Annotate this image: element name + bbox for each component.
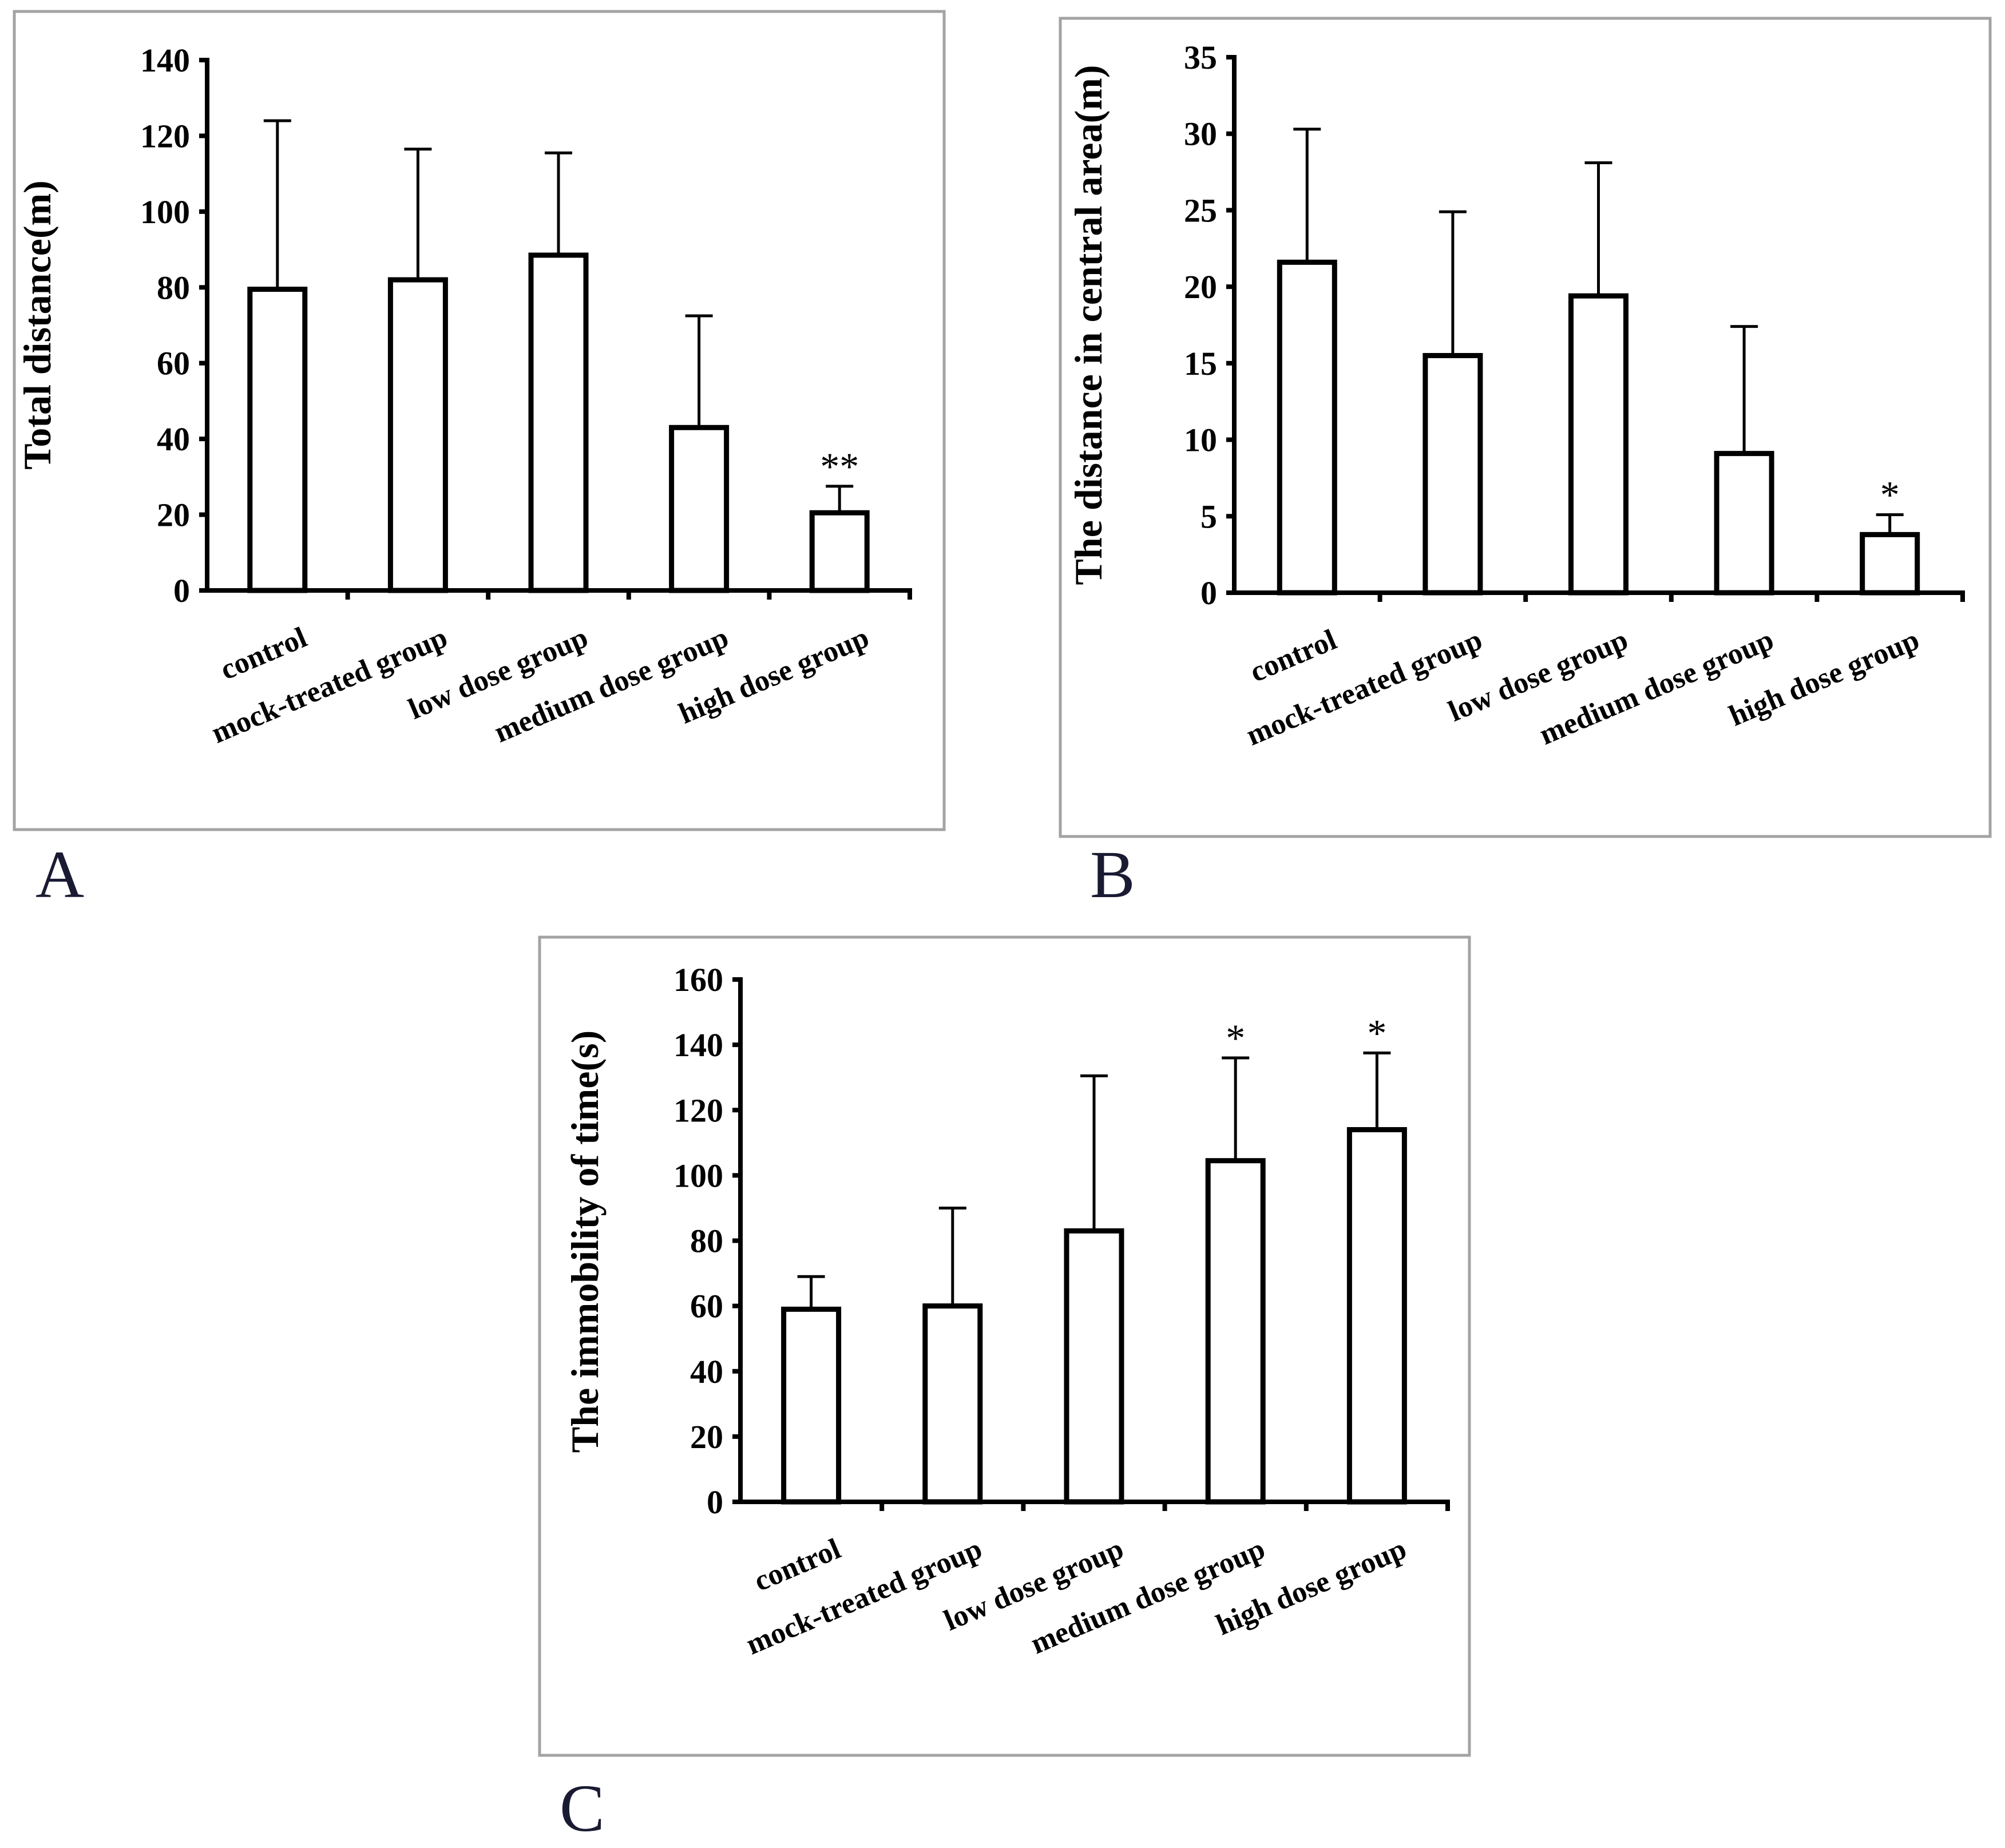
panel-letter: A <box>35 837 84 912</box>
y-tick-label: 35 <box>1184 39 1217 76</box>
y-tick-label: 100 <box>673 1157 723 1194</box>
y-tick-label: 160 <box>673 961 723 998</box>
bar <box>387 277 448 593</box>
y-tick-label: 15 <box>1184 345 1217 382</box>
y-tick-label: 5 <box>1200 498 1217 535</box>
y-tick-label: 20 <box>157 497 190 534</box>
significance-marker: * <box>1226 1016 1245 1060</box>
y-tick-label: 80 <box>690 1223 723 1260</box>
bar <box>1860 532 1920 596</box>
y-tick-label: 140 <box>673 1026 723 1064</box>
bar <box>922 1303 983 1505</box>
bar <box>1346 1127 1407 1505</box>
panel-frame <box>538 935 1471 1757</box>
bar <box>669 425 730 593</box>
y-tick-label: 60 <box>690 1288 723 1325</box>
y-axis-title: Total distance(m) <box>15 180 59 470</box>
y-tick-label: 0 <box>707 1484 723 1521</box>
bar <box>1714 451 1774 596</box>
bar <box>247 287 308 593</box>
y-tick-label: 10 <box>1184 422 1217 459</box>
significance-marker: * <box>1880 473 1900 517</box>
bar <box>781 1306 842 1505</box>
bar <box>528 252 589 593</box>
y-tick-label: 40 <box>157 421 190 458</box>
y-tick-label: 80 <box>157 269 190 306</box>
y-tick-label: 120 <box>673 1092 723 1129</box>
y-tick-label: 0 <box>173 572 190 609</box>
y-tick-label: 0 <box>1200 574 1217 612</box>
bar <box>1568 293 1628 596</box>
bar <box>1422 352 1483 596</box>
y-tick-label: 60 <box>157 345 190 382</box>
significance-marker: * <box>1367 1011 1386 1054</box>
panel-frame <box>1059 17 1992 838</box>
significance-marker: ** <box>820 445 859 488</box>
y-tick-label: 20 <box>690 1418 723 1456</box>
y-tick-label: 30 <box>1184 116 1217 153</box>
y-tick-label: 120 <box>140 117 190 154</box>
y-axis-title: The immobility of time(s) <box>563 1030 607 1453</box>
y-tick-label: 100 <box>140 193 190 231</box>
bar <box>1064 1228 1124 1505</box>
panel-letter: C <box>560 1771 605 1846</box>
bar <box>1277 259 1337 596</box>
chart-panel-c: 020406080100120140160controlmock-treated… <box>538 935 1471 1757</box>
y-tick-label: 20 <box>1184 268 1217 306</box>
bar <box>1205 1158 1266 1505</box>
bar <box>809 510 870 593</box>
y-tick-label: 25 <box>1184 192 1217 229</box>
panel-letter: B <box>1090 837 1135 912</box>
y-axis-title: The distance in central area(m) <box>1067 65 1110 585</box>
panel-frame <box>13 10 946 831</box>
y-tick-label: 140 <box>140 42 190 79</box>
y-tick-label: 40 <box>690 1353 723 1390</box>
